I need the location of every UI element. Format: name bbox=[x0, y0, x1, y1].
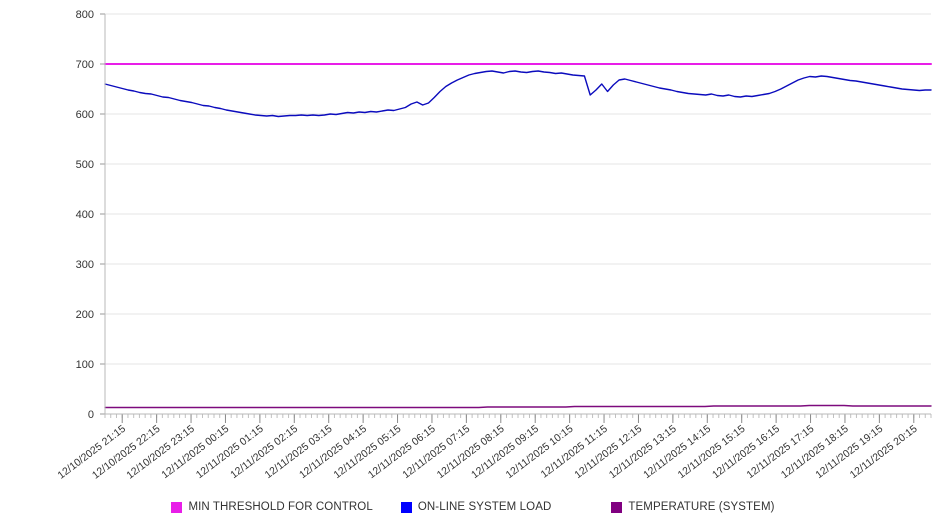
chart-legend: MIN THRESHOLD FOR CONTROL ON-LINE SYSTEM… bbox=[0, 496, 946, 518]
y-tick-label: 600 bbox=[76, 109, 94, 121]
y-gridlines bbox=[105, 13, 931, 365]
y-axis-ticks bbox=[100, 13, 105, 415]
series-line-2 bbox=[104, 404, 932, 409]
legend-label-min-threshold: MIN THRESHOLD FOR CONTROL bbox=[188, 501, 373, 513]
series-line-1 bbox=[104, 70, 932, 118]
y-tick-label: 0 bbox=[88, 409, 94, 421]
x-axis-minor-ticks bbox=[104, 414, 932, 418]
chart-canvas: 0 100 200 300 400 500 600 700 800 12/10/2025 21:… bbox=[56, 9, 932, 482]
legend-label-online-system-load: ON-LINE SYSTEM LOAD bbox=[417, 501, 552, 513]
y-tick-label: 300 bbox=[76, 259, 94, 271]
legend-swatch-min-threshold bbox=[171, 501, 183, 513]
y-tick-label: 500 bbox=[76, 159, 94, 171]
y-tick-label: 100 bbox=[76, 359, 94, 371]
legend-item-online-system-load: ON-LINE SYSTEM LOAD bbox=[400, 501, 552, 513]
y-tick-label: 700 bbox=[76, 59, 94, 71]
y-axis-labels: 0 100 200 300 400 500 600 700 800 bbox=[76, 9, 94, 421]
legend-item-temperature: TEMPERATURE (SYSTEM) bbox=[611, 501, 774, 513]
legend-item-min-threshold: MIN THRESHOLD FOR CONTROL bbox=[171, 501, 373, 513]
y-tick-label: 200 bbox=[76, 309, 94, 321]
legend-swatch-online-system-load bbox=[400, 501, 412, 513]
y-tick-label: 400 bbox=[76, 209, 94, 221]
x-axis-major-ticks bbox=[121, 414, 915, 423]
series-lines bbox=[104, 63, 932, 409]
y-tick-label: 800 bbox=[76, 9, 94, 21]
legend-label-temperature: TEMPERATURE (SYSTEM) bbox=[628, 501, 775, 513]
legend-swatch-temperature bbox=[611, 501, 623, 513]
